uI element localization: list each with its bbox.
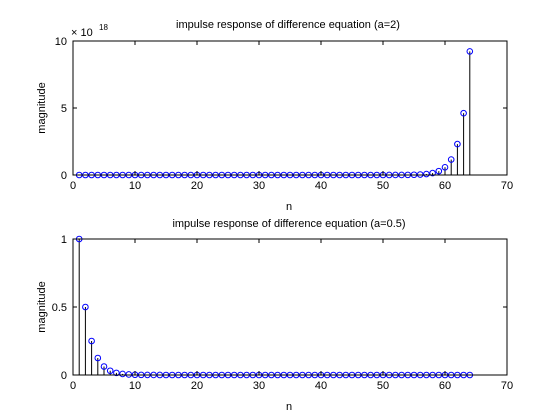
subplot-top-x-tick-label: 40 — [315, 180, 327, 192]
subplot-top-y-tick-label: 0 — [61, 170, 67, 182]
subplot-top-x-tick-label: 30 — [253, 180, 265, 192]
subplot-top-ylabel: magnitude — [36, 82, 48, 133]
subplot-bottom-stem-marker — [125, 371, 133, 378]
subplot-top-stem-marker — [429, 169, 436, 177]
subplot-bottom-x-tick-label: 50 — [377, 380, 389, 392]
subplot-bottom-ylabel: magnitude — [36, 281, 48, 332]
subplot-bottom-x-tick-label: 30 — [253, 380, 265, 392]
subplot-top-stem-marker — [447, 156, 455, 163]
subplot-top-stem-marker — [423, 170, 430, 178]
subplot-bottom-stem-marker — [119, 370, 126, 378]
subplot-bottom: impulse response of difference equation … — [36, 218, 513, 413]
subplot-top-x-tick-label: 70 — [501, 180, 513, 192]
subplot-bottom-stem-marker — [82, 303, 89, 311]
subplot-bottom-x-tick-label: 40 — [315, 380, 327, 392]
subplot-top-x-tick-label: 0 — [70, 180, 76, 192]
subplot-top-x-tick-label: 20 — [191, 180, 203, 192]
subplot-bottom-y-tick-label: 0.5 — [52, 302, 67, 314]
subplot-top-multiplier-base: × 10 — [71, 27, 93, 39]
subplot-top-stem-marker — [435, 167, 443, 175]
subplot-bottom-stem-marker — [106, 367, 114, 375]
subplot-bottom-stem-marker — [88, 337, 95, 345]
subplot-top-stem-marker — [441, 163, 449, 171]
subplot-bottom-xlabel: n — [286, 401, 292, 413]
subplot-top-title: impulse response of difference equation … — [176, 19, 400, 31]
subplot-bottom-x-tick-label: 60 — [439, 380, 451, 392]
subplot-top-stem-marker — [466, 48, 474, 55]
subplot-bottom-stem-marker — [94, 354, 102, 362]
subplot-top-stem-marker — [460, 109, 467, 117]
subplot-bottom-stem-marker — [113, 369, 120, 377]
subplot-top-multiplier: × 10 18 — [71, 23, 108, 39]
subplot-top: impulse response of difference equation … — [36, 19, 513, 213]
subplot-top-y-tick-label: 5 — [61, 103, 67, 115]
subplot-bottom-x-tick-label: 20 — [191, 380, 203, 392]
subplot-bottom-x-tick-label: 0 — [70, 380, 76, 392]
subplot-bottom-y-ticks: 00.51 — [52, 234, 507, 382]
subplot-top-y-ticks: 0 5 10 — [55, 36, 507, 182]
subplot-top-x-tick-label: 10 — [129, 180, 141, 192]
subplot-top-x-tick-label: 50 — [377, 180, 389, 192]
subplot-top-y-tick-label: 10 — [55, 36, 67, 48]
subplot-bottom-y-tick-label: 0 — [61, 370, 67, 382]
subplot-bottom-y-tick-label: 1 — [61, 234, 67, 246]
subplot-bottom-x-ticks: 0 10 20 30 40 50 60 70 — [70, 239, 513, 392]
subplot-top-stem-marker — [454, 140, 461, 148]
subplot-top-x-tick-label: 60 — [439, 180, 451, 192]
subplot-bottom-x-tick-label: 10 — [129, 380, 141, 392]
subplot-top-xlabel: n — [286, 201, 292, 213]
subplot-top-x-ticks: 0 10 20 30 40 50 60 70 — [70, 41, 513, 192]
subplot-bottom-x-tick-label: 70 — [501, 380, 513, 392]
subplot-bottom-stem-marker — [100, 363, 108, 370]
subplot-bottom-title: impulse response of difference equation … — [172, 218, 405, 230]
subplot-top-multiplier-exponent: 18 — [99, 23, 108, 32]
